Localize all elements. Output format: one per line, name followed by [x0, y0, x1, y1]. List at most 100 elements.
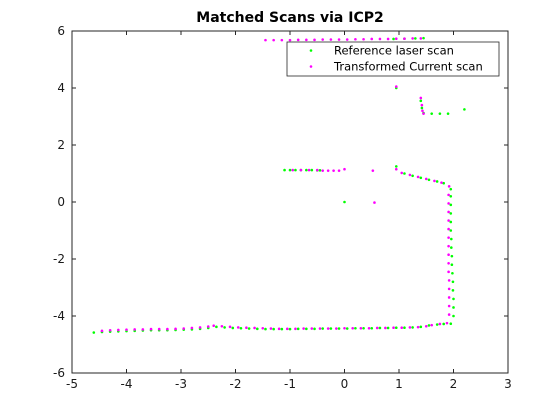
- data-point: [449, 203, 453, 207]
- data-point: [411, 174, 414, 178]
- data-point: [370, 326, 374, 330]
- data-point: [427, 178, 431, 182]
- data-point: [343, 200, 346, 204]
- data-point: [283, 168, 286, 172]
- data-point: [447, 287, 451, 291]
- data-point: [378, 37, 382, 41]
- data-point: [157, 327, 161, 331]
- data-point: [411, 326, 414, 329]
- data-point: [305, 168, 308, 172]
- data-point: [394, 167, 398, 171]
- data-point: [450, 263, 454, 267]
- data-point: [446, 112, 450, 115]
- data-point: [386, 37, 390, 41]
- data-point: [450, 237, 453, 241]
- data-point: [296, 38, 300, 42]
- y-tick-label: 2: [57, 138, 65, 152]
- data-point: [117, 328, 120, 332]
- data-point: [294, 327, 297, 331]
- data-point: [408, 173, 412, 177]
- data-point: [305, 327, 308, 331]
- data-point: [359, 326, 363, 330]
- data-point: [280, 327, 284, 331]
- data-point: [414, 37, 417, 40]
- data-point: [247, 327, 251, 330]
- data-point: [447, 244, 450, 248]
- x-axis: -5 -4 -3 -2 -1 0 1 2 3: [66, 31, 512, 391]
- series-reference: [92, 36, 466, 334]
- x-tick-label: -2: [230, 377, 242, 391]
- data-point: [447, 253, 450, 257]
- data-point: [447, 270, 450, 274]
- data-point: [447, 313, 451, 316]
- data-point: [424, 324, 428, 328]
- data-point: [296, 327, 300, 331]
- data-point: [430, 323, 434, 327]
- data-point: [447, 296, 451, 299]
- data-point: [370, 37, 374, 41]
- data-point: [384, 326, 387, 330]
- data-point: [445, 321, 449, 325]
- data-point: [392, 326, 395, 329]
- data-point: [261, 326, 265, 330]
- series-layer: [92, 36, 466, 334]
- data-point: [337, 327, 341, 330]
- data-point: [449, 212, 453, 215]
- data-point: [294, 168, 297, 172]
- data-point: [451, 271, 454, 275]
- data-point: [435, 180, 439, 183]
- data-point: [318, 169, 322, 172]
- data-point: [400, 171, 404, 175]
- data-point: [419, 99, 423, 103]
- data-point: [452, 297, 455, 301]
- data-point: [166, 327, 169, 331]
- data-point: [447, 236, 450, 239]
- legend-label-transformed: Transformed Current scan: [333, 60, 483, 74]
- data-point: [329, 38, 333, 41]
- data-point: [313, 38, 316, 42]
- data-point: [419, 96, 423, 100]
- data-point: [288, 327, 292, 331]
- data-point: [272, 327, 275, 331]
- data-point: [452, 306, 455, 309]
- legend-marker-reference: [309, 49, 313, 52]
- data-point: [422, 112, 425, 115]
- data-point: [321, 169, 325, 172]
- data-point: [280, 38, 284, 42]
- data-point: [149, 327, 153, 331]
- axes-box: [71, 30, 509, 374]
- data-point: [416, 325, 420, 329]
- data-point: [420, 106, 424, 110]
- data-point: [318, 327, 322, 330]
- data-point: [277, 327, 281, 331]
- y-tick-label: -2: [53, 252, 65, 266]
- data-point: [343, 167, 346, 171]
- data-point: [394, 165, 398, 168]
- data-point: [442, 181, 445, 185]
- data-point: [351, 326, 354, 330]
- data-point: [313, 327, 316, 331]
- data-point: [231, 326, 235, 330]
- data-point: [442, 322, 445, 326]
- data-point: [449, 229, 453, 232]
- data-point: [362, 37, 365, 41]
- data-point: [451, 280, 455, 284]
- data-point: [430, 112, 434, 115]
- data-point: [343, 326, 346, 330]
- data-point: [394, 85, 398, 88]
- data-point: [419, 176, 423, 180]
- data-point: [305, 38, 308, 42]
- data-point: [354, 326, 357, 330]
- data-point: [362, 326, 365, 330]
- data-point: [416, 175, 420, 179]
- data-point: [463, 108, 466, 111]
- series-transformed: [100, 37, 451, 333]
- data-point: [125, 328, 128, 331]
- y-tick-label: 6: [57, 24, 65, 38]
- data-point: [92, 331, 96, 334]
- data-point: [449, 187, 453, 191]
- data-point: [239, 326, 243, 330]
- legend-entry-reference: Reference laser scan: [309, 44, 454, 58]
- data-point: [321, 38, 325, 41]
- y-tick-label: -6: [53, 366, 65, 380]
